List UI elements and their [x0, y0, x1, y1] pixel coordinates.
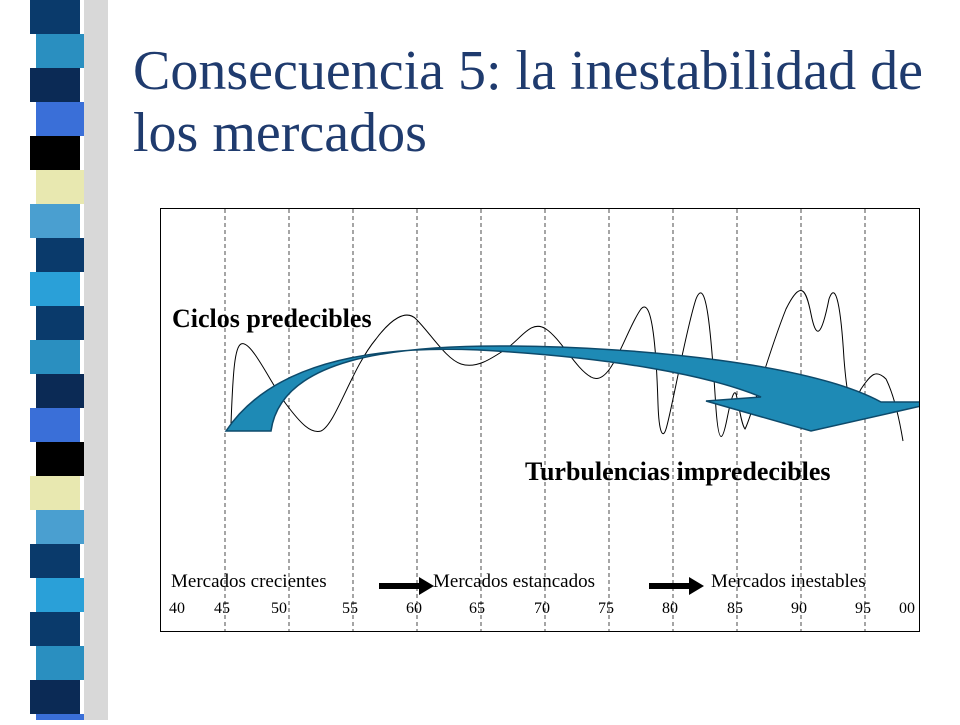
stripe-block	[36, 714, 86, 725]
stripe-block	[36, 34, 86, 68]
year-label: 40	[169, 600, 185, 617]
stripe-block	[30, 680, 80, 714]
year-label: 70	[534, 600, 550, 617]
stripe-block	[30, 544, 80, 578]
stripe-block	[30, 476, 80, 510]
stripe-block	[36, 170, 86, 204]
year-label: 60	[406, 600, 422, 617]
stage-label-crecientes: Mercados crecientes	[171, 571, 327, 592]
stripe-block	[36, 306, 86, 340]
stripe-block	[30, 612, 80, 646]
year-label: 95	[855, 600, 871, 617]
cycle-arrow-shape	[224, 345, 919, 432]
stripe-block	[36, 442, 86, 476]
stripe-block	[36, 510, 86, 544]
arrow-right-icon	[379, 577, 434, 595]
stripe-block	[30, 272, 80, 306]
arrow-right-icon	[649, 577, 704, 595]
stripe-block	[30, 136, 80, 170]
year-label: 85	[727, 600, 743, 617]
year-label: 65	[469, 600, 485, 617]
stage-label-inestables: Mercados inestables	[711, 571, 866, 592]
stage-label-estancados: Mercados estancados	[433, 571, 595, 592]
diagram-graphics	[224, 209, 919, 631]
decorative-stripe-bar	[0, 0, 108, 725]
stripe-block	[36, 646, 86, 680]
stripe-block	[30, 0, 80, 34]
slide-title: Consecuencia 5: la inestabilidad de los …	[133, 40, 923, 164]
stripe-block	[36, 102, 86, 136]
label-turbulencias-impredecibles: Turbulencias impredecibles	[525, 457, 831, 486]
year-label: 55	[342, 600, 358, 617]
stripe-block	[36, 374, 86, 408]
stripe-block	[36, 578, 86, 612]
year-label: 00	[899, 600, 915, 617]
market-wave-line	[230, 290, 904, 442]
stripe-shadow	[84, 0, 108, 720]
year-label: 45	[214, 600, 230, 617]
year-label: 75	[598, 600, 614, 617]
year-grid-lines	[224, 209, 866, 631]
stripe-pattern	[30, 0, 108, 725]
year-label: 50	[271, 600, 287, 617]
stripe-block	[36, 238, 86, 272]
stripe-block	[30, 408, 80, 442]
stripe-block	[30, 340, 80, 374]
label-ciclos-predecibles: Ciclos predecibles	[172, 304, 372, 333]
stripe-block	[30, 68, 80, 102]
market-diagram: Ciclos predecibles Turbulencias impredec…	[160, 208, 920, 632]
stripe-block	[30, 204, 80, 238]
year-label: 90	[791, 600, 807, 617]
year-label: 80	[662, 600, 678, 617]
